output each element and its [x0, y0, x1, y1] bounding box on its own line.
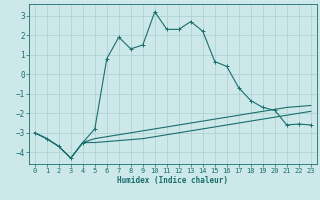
X-axis label: Humidex (Indice chaleur): Humidex (Indice chaleur) [117, 176, 228, 185]
